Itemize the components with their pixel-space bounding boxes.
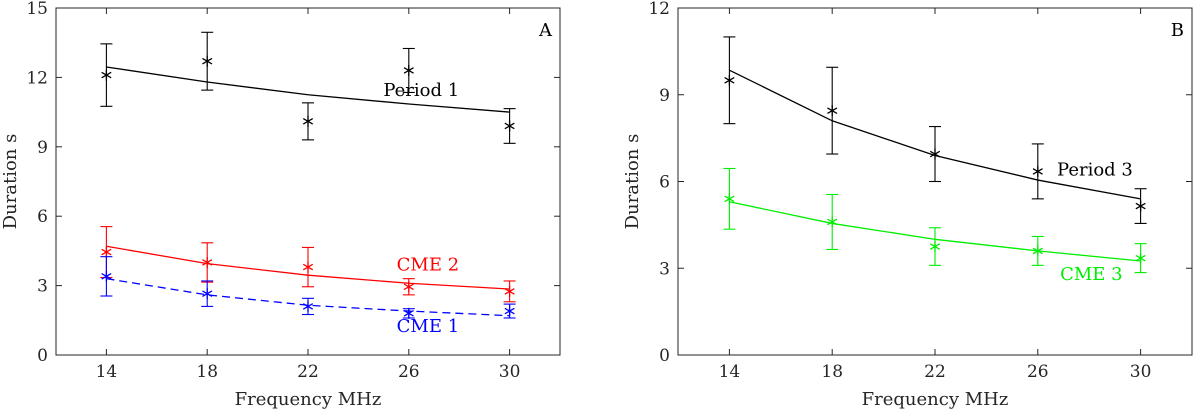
y-tick-label: 12 [26,68,48,88]
x-tick-label: 30 [1130,362,1152,382]
fit-line [106,278,510,317]
data-point [403,281,414,293]
data-point [827,216,838,228]
data-point [504,285,515,297]
data-point [403,64,414,76]
panel-b-ticks: 14 18 22 26 30 0 3 6 9 12 [648,0,1192,382]
y-tick-label: 12 [648,0,670,19]
data-point [403,307,414,319]
data-point [101,246,112,258]
data-point [101,270,112,282]
data-point [1032,165,1043,177]
data-point [504,120,515,132]
data-point [504,305,515,317]
series-cme-1 [100,256,516,319]
y-tick-label: 3 [37,277,48,297]
series-cme-2 [100,226,516,303]
panel-a-ticks: 14 18 22 26 30 0 3 6 9 12 15 [26,0,560,382]
series-label-cme-3: CME 3 [1060,264,1123,285]
data-point [724,74,735,86]
y-tick-label: 9 [659,86,670,106]
panel-a-series-labels: Period 1 CME 2 CME 1 [383,80,459,337]
data-point [202,256,213,268]
y-tick-label: 3 [659,259,670,279]
y-tick-label: 0 [659,346,670,366]
panel-a-x-axis-title: Frequency MHz [235,389,382,410]
series-label-period-3: Period 3 [1057,160,1133,181]
data-point [302,261,314,273]
data-point [302,115,314,127]
y-tick-label: 6 [37,207,48,227]
data-point [202,288,213,300]
panel-b-letter: B [1171,20,1184,41]
series-period-1 [100,31,516,144]
x-tick-label: 18 [196,362,218,382]
panel-a-letter: A [538,20,553,41]
y-tick-label: 15 [26,0,48,19]
series-label-period-1: Period 1 [383,80,459,101]
panel-a-y-axis-title: Duration s [0,134,21,230]
x-tick-label: 26 [1027,362,1049,382]
panel-b: 14 18 22 26 30 0 3 6 9 12 B Frequency MHz Duratio… [622,0,1193,410]
data-point [1032,245,1043,257]
data-point [302,300,314,312]
x-tick-label: 14 [96,362,118,382]
panel-a: 14 18 22 26 30 0 3 6 9 12 15 A Frequency MHz Durat… [0,0,561,410]
series-label-cme-2: CME 2 [397,255,460,276]
series-label-cme-1: CME 1 [397,316,460,337]
panel-b-series-labels: Period 3 CME 3 [1057,160,1133,285]
data-point [1135,200,1146,212]
x-tick-label: 14 [719,362,741,382]
x-tick-label: 30 [499,362,521,382]
panel-b-marks [723,36,1147,274]
y-tick-label: 0 [37,346,48,366]
y-tick-label: 6 [659,173,670,193]
data-point [929,241,941,253]
panel-b-y-axis-title: Duration s [622,134,643,230]
series-cme-3 [723,167,1147,274]
y-tick-label: 9 [37,138,48,158]
data-point [929,148,941,160]
data-point [724,193,735,205]
x-tick-label: 22 [297,362,319,382]
fit-line [106,66,510,113]
x-tick-label: 18 [821,362,843,382]
data-point [827,105,838,117]
x-tick-label: 22 [924,362,946,382]
x-tick-label: 26 [398,362,420,382]
panel-a-marks [100,31,516,319]
data-point [1135,252,1146,264]
panel-b-x-axis-title: Frequency MHz [862,389,1009,410]
data-point [202,55,213,67]
data-point [101,69,112,81]
series-period-3 [723,36,1147,224]
